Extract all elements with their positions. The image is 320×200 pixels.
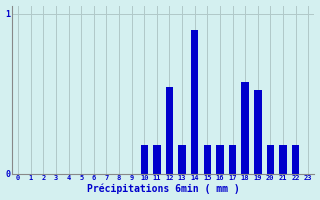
Bar: [204, 145, 211, 174]
Bar: [267, 145, 274, 174]
Bar: [254, 90, 261, 174]
Bar: [140, 145, 148, 174]
Bar: [216, 145, 224, 174]
Bar: [241, 82, 249, 174]
Bar: [191, 30, 198, 174]
Bar: [229, 145, 236, 174]
Bar: [178, 145, 186, 174]
X-axis label: Précipitations 6min ( mm ): Précipitations 6min ( mm ): [87, 184, 240, 194]
Bar: [153, 145, 161, 174]
Bar: [166, 87, 173, 174]
Bar: [292, 145, 299, 174]
Bar: [279, 145, 287, 174]
